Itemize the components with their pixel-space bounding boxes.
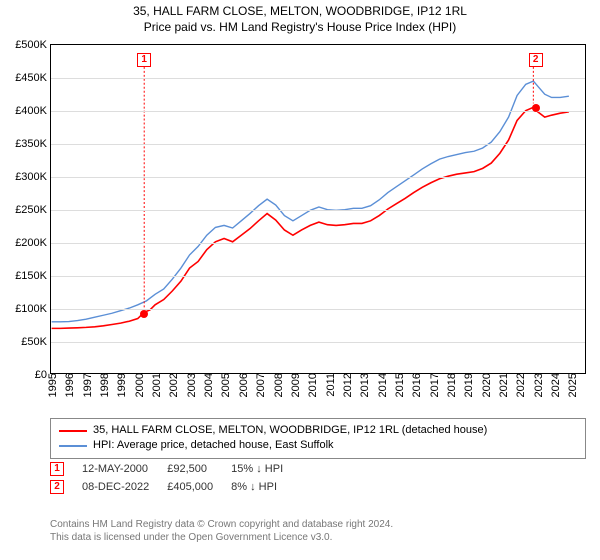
x-axis-label: 2012 — [338, 373, 354, 397]
y-axis-label: £100K — [15, 303, 51, 315]
event-date: 12-MAY-2000 — [82, 460, 167, 478]
footer-attribution: Contains HM Land Registry data © Crown c… — [50, 518, 393, 544]
y-axis-label: £450K — [15, 72, 51, 84]
y-axis-label: £500K — [15, 39, 51, 51]
event-row: 1 12-MAY-2000£92,50015% ↓ HPI — [50, 460, 301, 478]
y-axis-label: £250K — [15, 204, 51, 216]
x-axis-label: 2018 — [442, 373, 458, 397]
event-delta: 8% ↓ HPI — [231, 478, 301, 496]
event-id-box: 1 — [50, 462, 64, 476]
x-axis-label: 1997 — [78, 373, 94, 397]
x-axis-label: 2010 — [303, 373, 319, 397]
event-date: 08-DEC-2022 — [82, 478, 167, 496]
legend-swatch — [59, 445, 87, 447]
x-axis-label: 2015 — [390, 373, 406, 397]
events-table: 1 12-MAY-2000£92,50015% ↓ HPI 2 08-DEC-2022… — [50, 460, 301, 496]
x-axis-label: 1995 — [43, 373, 59, 397]
event-marker-box: 1 — [137, 53, 151, 67]
x-axis-label: 2000 — [130, 373, 146, 397]
legend-label: HPI: Average price, detached house, East… — [93, 438, 334, 453]
event-delta: 15% ↓ HPI — [231, 460, 301, 478]
x-axis-label: 2024 — [546, 373, 562, 397]
x-axis-label: 2025 — [563, 373, 579, 397]
y-axis-label: £350K — [15, 138, 51, 150]
x-axis-label: 2001 — [147, 373, 163, 397]
y-axis-label: £400K — [15, 105, 51, 117]
gridline-h — [51, 111, 585, 112]
x-axis-label: 2007 — [251, 373, 267, 397]
gridline-h — [51, 177, 585, 178]
x-axis-label: 2004 — [199, 373, 215, 397]
gridline-h — [51, 144, 585, 145]
event-id-box: 2 — [50, 480, 64, 494]
legend-label: 35, HALL FARM CLOSE, MELTON, WOODBRIDGE,… — [93, 423, 487, 438]
gridline-h — [51, 210, 585, 211]
y-axis-label: £50K — [21, 336, 51, 348]
x-axis-label: 2006 — [234, 373, 250, 397]
series-price_paid — [52, 107, 569, 328]
gridline-h — [51, 342, 585, 343]
event-row: 2 08-DEC-2022£405,0008% ↓ HPI — [50, 478, 301, 496]
y-axis-label: £150K — [15, 270, 51, 282]
legend-swatch — [59, 430, 87, 432]
x-axis-label: 2017 — [425, 373, 441, 397]
x-axis-label: 1998 — [95, 373, 111, 397]
x-axis-label: 2021 — [494, 373, 510, 397]
y-axis-label: £200K — [15, 237, 51, 249]
series-hpi — [52, 81, 569, 322]
x-axis-label: 2016 — [407, 373, 423, 397]
line-series-svg — [51, 45, 585, 373]
x-axis-label: 2023 — [529, 373, 545, 397]
plot-area: £0£50K£100K£150K£200K£250K£300K£350K£400… — [50, 44, 586, 374]
chart-subtitle: Price paid vs. HM Land Registry's House … — [0, 20, 600, 38]
event-price: £92,500 — [167, 460, 231, 478]
x-axis-label: 2003 — [182, 373, 198, 397]
x-axis-label: 2019 — [459, 373, 475, 397]
x-axis-label: 2002 — [164, 373, 180, 397]
x-axis-label: 2009 — [286, 373, 302, 397]
gridline-h — [51, 243, 585, 244]
event-marker-box: 2 — [529, 53, 543, 67]
footer-line1: Contains HM Land Registry data © Crown c… — [50, 518, 393, 531]
event-price: £405,000 — [167, 478, 231, 496]
gridline-h — [51, 309, 585, 310]
chart-title: 35, HALL FARM CLOSE, MELTON, WOODBRIDGE,… — [0, 0, 600, 20]
x-axis-label: 2005 — [216, 373, 232, 397]
event-dot — [140, 310, 148, 318]
legend-row: HPI: Average price, detached house, East… — [59, 438, 577, 453]
x-axis-label: 2020 — [477, 373, 493, 397]
gridline-h — [51, 276, 585, 277]
x-axis-label: 1999 — [112, 373, 128, 397]
y-axis-label: £300K — [15, 171, 51, 183]
x-axis-label: 2011 — [321, 373, 337, 397]
x-axis-label: 2022 — [511, 373, 527, 397]
x-axis-label: 2008 — [269, 373, 285, 397]
legend-box: 35, HALL FARM CLOSE, MELTON, WOODBRIDGE,… — [50, 418, 586, 459]
x-axis-label: 2014 — [373, 373, 389, 397]
gridline-h — [51, 78, 585, 79]
footer-line2: This data is licensed under the Open Gov… — [50, 531, 393, 544]
x-axis-label: 1996 — [60, 373, 76, 397]
x-axis-label: 2013 — [355, 373, 371, 397]
event-dot — [532, 104, 540, 112]
legend-row: 35, HALL FARM CLOSE, MELTON, WOODBRIDGE,… — [59, 423, 577, 438]
